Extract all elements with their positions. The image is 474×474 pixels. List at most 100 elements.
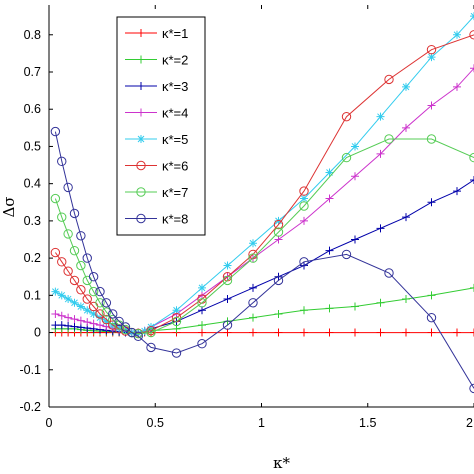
series-5-point-shape (249, 239, 257, 248)
series-7-point (341, 152, 352, 163)
series-5-point (223, 261, 232, 270)
legend-swatch-marker-shape (137, 108, 145, 117)
y-tick-label: 0.7 (24, 65, 41, 79)
series-6-point-shape (63, 266, 73, 276)
series-6-point (50, 247, 61, 258)
series-1-point-shape (351, 328, 359, 337)
series-3-point (198, 306, 206, 315)
series-7-point-shape (57, 212, 67, 222)
legend: κ*=1 κ*=2 κ*=3 κ*=4 κ*=5 κ*=6 κ*=7 κ*=8 (116, 16, 206, 236)
series-4-point-shape (325, 194, 334, 203)
series-5-point-shape (453, 30, 461, 39)
series-5-point-shape (83, 306, 92, 315)
y-tick-label: 0 (34, 326, 41, 340)
series-6-point-shape (57, 257, 67, 267)
series-5-point (64, 295, 73, 304)
series-7-point-shape (341, 152, 352, 163)
series-4-point-shape (96, 321, 104, 330)
y-tick-label: -0.1 (19, 363, 41, 377)
series-1-point (376, 328, 385, 337)
series-8-point (50, 126, 61, 137)
series-6-point (101, 314, 112, 325)
series-7-point (426, 134, 437, 144)
series-1-point-shape (300, 328, 308, 337)
series-2-point (325, 304, 334, 313)
legend-swatch-marker (137, 135, 145, 143)
series-5-point-shape (57, 291, 66, 300)
series-6-point (299, 186, 309, 196)
series-5-point-shape (198, 283, 206, 292)
series-5-point (102, 317, 111, 326)
series-2-point (198, 321, 206, 330)
series-5-point-shape (121, 326, 130, 335)
series-1-point-shape (249, 328, 257, 337)
series-8-point-shape (95, 286, 105, 297)
series-7-point (63, 229, 73, 239)
series-7-point (50, 193, 61, 204)
series-5-point-shape (376, 112, 385, 121)
legend-swatch-marker-shape (136, 187, 146, 197)
legend-label: κ*=4 (162, 106, 188, 121)
series-5-point (51, 287, 60, 296)
legend-swatch-marker-shape (137, 82, 145, 90)
series-8-point-shape (101, 298, 112, 308)
series-3-point-shape (376, 224, 385, 233)
series-6-point-shape (426, 44, 437, 55)
series-8-point (146, 342, 156, 353)
series-3-point (249, 283, 257, 292)
series-7-point-shape (120, 324, 131, 335)
series-3-point (427, 198, 436, 207)
series-2-point (427, 291, 436, 300)
series-7-point (248, 253, 258, 263)
legend-swatch-marker (137, 29, 145, 37)
series-7-point-shape (197, 298, 207, 308)
legend-item-7: κ*=7 (125, 185, 188, 200)
series-2-point-shape (351, 302, 359, 311)
legend-box (116, 16, 206, 236)
series-7-point-shape (426, 134, 437, 144)
series-5-point-shape (300, 194, 308, 203)
series-2-point-shape (402, 295, 410, 304)
series-5-point-shape (64, 295, 73, 304)
series-5-point (172, 306, 181, 315)
series-4-point-shape (70, 315, 79, 324)
legend-swatch-marker (137, 108, 145, 117)
series-4-point-shape (76, 316, 85, 325)
series-8-point-shape (76, 231, 86, 241)
legend-swatch-marker-shape (136, 160, 146, 171)
series-4-point (57, 311, 66, 320)
series-2-point-shape (172, 324, 181, 333)
series-8-point (63, 182, 73, 193)
series-8 (50, 126, 474, 394)
series-5-point (57, 291, 66, 300)
series-8-point-shape (197, 339, 207, 349)
series-4-point (427, 101, 436, 110)
series-3-point-shape (325, 246, 334, 255)
x-tick-label: 1.5 (359, 416, 376, 430)
series-6-point-shape (341, 111, 352, 122)
series-7-point (57, 212, 67, 222)
y-tick-label: 0.2 (24, 251, 41, 265)
series-6-point (341, 111, 352, 122)
series-1-point (427, 328, 436, 337)
series-4-point-shape (427, 101, 436, 110)
y-tick-label: 0.6 (24, 102, 41, 116)
series-5-point-shape (89, 309, 98, 318)
series-5-point (115, 324, 124, 333)
series-6-point-shape (95, 309, 105, 319)
legend-label: κ*=8 (162, 212, 188, 227)
series-2-point-shape (249, 313, 257, 322)
legend-item-6: κ*=6 (125, 159, 188, 174)
series-5-point (376, 112, 385, 121)
x-tick-label: 2 (466, 416, 473, 430)
legend-label: κ*=7 (162, 185, 188, 200)
y-tick-label: 0.4 (24, 177, 41, 191)
series-6-point (384, 74, 394, 85)
series-7-point (171, 316, 182, 327)
series-2-point (351, 302, 359, 311)
series-4-point-shape (57, 311, 66, 320)
series-3-point-shape (198, 306, 206, 315)
series-2-point-shape (300, 306, 308, 315)
series-4-point (453, 82, 461, 91)
